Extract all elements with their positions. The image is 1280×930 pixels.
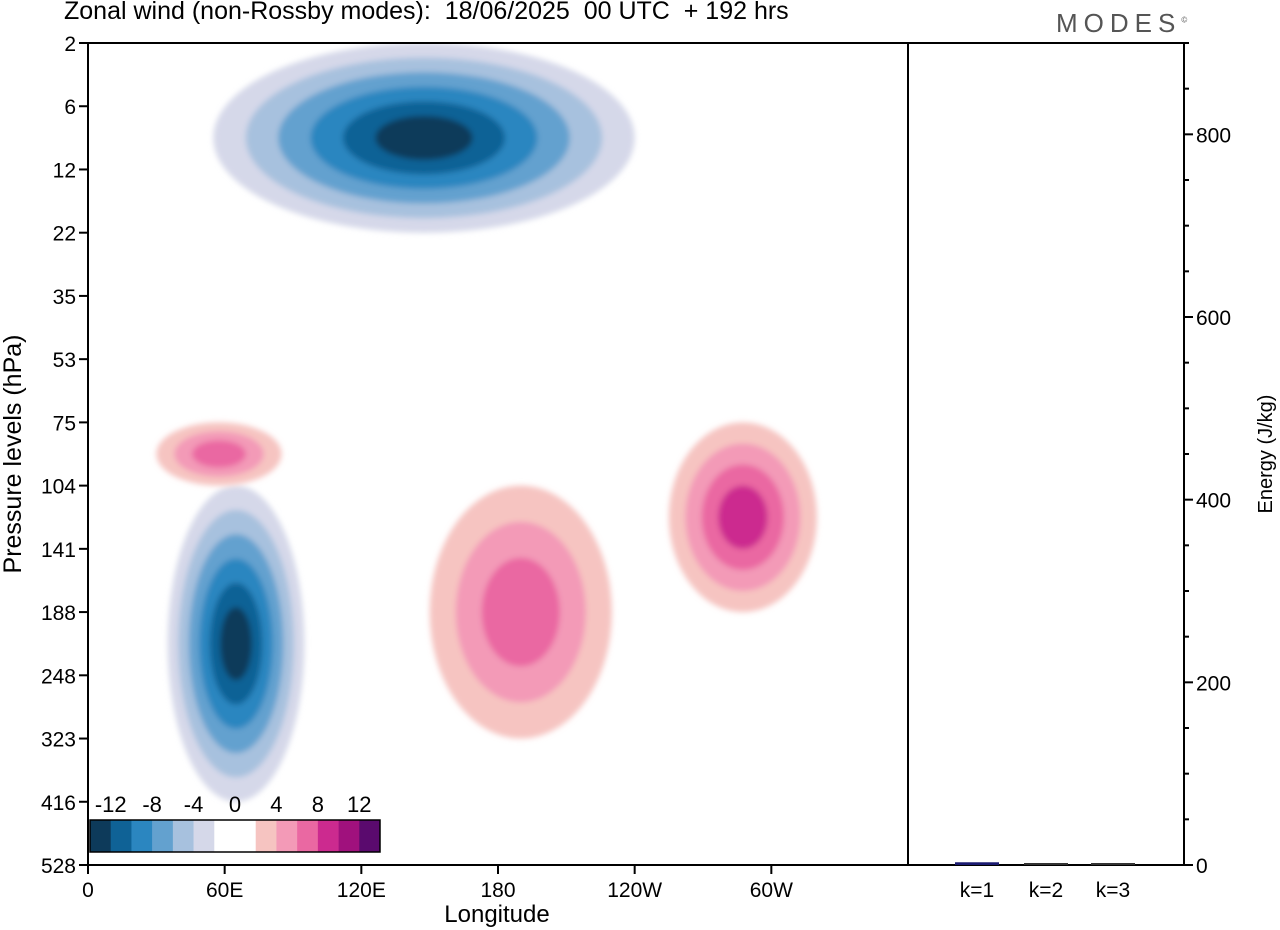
colorbar-swatch	[152, 820, 174, 852]
y-tick-label: 6	[64, 96, 76, 119]
energy-panel: 0 200 400 600 800 k=1 k=2 k=3	[955, 42, 1231, 902]
colorbar-swatch	[297, 820, 319, 852]
colorbar-swatch	[359, 820, 381, 852]
colorbar-swatch	[235, 820, 257, 852]
y-tick-label: 248	[41, 665, 76, 688]
y-axis-left: 2 6 12 22 35 53 75 104 141 188 248 323 416 528	[41, 33, 88, 878]
colorbar-label: -4	[184, 792, 204, 817]
logo-text: MODES	[1056, 8, 1182, 38]
colorbar-swatch	[276, 820, 298, 852]
westerly-wind-region	[156, 422, 282, 486]
wind-contour	[718, 485, 768, 549]
colorbar-frame	[89, 819, 381, 853]
colorbar-swatch	[172, 820, 194, 852]
colorbar-swatch	[317, 820, 339, 852]
y-tick-label: 188	[41, 602, 76, 625]
chart-title: Zonal wind (non-Rossby modes): 18/06/202…	[64, 0, 789, 25]
x-axis: 0 60E 120E 180 120W 60W	[82, 865, 793, 902]
y-tick-label: 22	[53, 223, 76, 246]
colorbar-swatch	[255, 820, 277, 852]
y-axis-label: Pressure levels (hPa)	[0, 335, 27, 574]
wind-field	[156, 43, 817, 802]
modes-logo: MODES©	[1056, 8, 1187, 39]
x-tick-label: 60W	[750, 879, 793, 902]
x-tick-label: 120W	[607, 879, 662, 902]
y-tick-label: 2	[64, 33, 76, 56]
easterly-wind-region	[167, 485, 305, 802]
colorbar-swatch	[193, 820, 215, 852]
wind-contour	[220, 607, 252, 681]
logo-mark: ©	[1181, 15, 1188, 25]
westerly-wind-region	[429, 485, 612, 739]
energy-axis-label: Energy (J/kg)	[1255, 395, 1277, 514]
wind-contour	[192, 440, 246, 468]
colorbar: -12 -8 -4 0 4 8 12	[89, 792, 381, 853]
easterly-wind-region	[213, 43, 635, 233]
energy-tick-label: 200	[1196, 672, 1231, 695]
x-tick-label: 180	[480, 879, 515, 902]
y-tick-label: 416	[41, 792, 76, 815]
colorbar-label: 4	[270, 792, 282, 817]
energy-category-label: k=2	[1029, 879, 1063, 902]
y-tick-label: 53	[53, 349, 76, 372]
westerly-wind-region	[668, 422, 817, 613]
x-tick-label: 120E	[337, 879, 386, 902]
x-tick-label: 0	[82, 879, 94, 902]
colorbar-swatch	[214, 820, 236, 852]
y-tick-label: 12	[53, 159, 76, 182]
y-tick-label: 104	[41, 476, 76, 499]
energy-tick-label: 400	[1196, 490, 1231, 513]
y-tick-label: 141	[41, 539, 76, 562]
energy-bar	[955, 862, 999, 865]
y-tick-label: 35	[53, 286, 76, 309]
wind-contour	[481, 557, 560, 667]
colorbar-swatch	[131, 820, 153, 852]
energy-bar	[1024, 863, 1068, 865]
energy-category-label: k=3	[1096, 879, 1130, 902]
colorbar-label: 8	[312, 792, 324, 817]
y-tick-label: 323	[41, 729, 76, 752]
x-axis-label: Longitude	[444, 901, 549, 928]
y-tick-label: 75	[53, 412, 76, 435]
colorbar-label: 12	[347, 792, 371, 817]
colorbar-swatch	[110, 820, 132, 852]
colorbar-label: -12	[95, 792, 127, 817]
energy-tick-label: 600	[1196, 307, 1231, 330]
colorbar-label: -8	[142, 792, 162, 817]
colorbar-label: 0	[229, 792, 241, 817]
y-tick-label: 528	[41, 855, 76, 878]
x-tick-label: 60E	[206, 879, 243, 902]
energy-bar	[1091, 863, 1135, 865]
energy-tick-label: 800	[1196, 124, 1231, 147]
energy-category-label: k=1	[960, 879, 994, 902]
colorbar-swatch	[90, 820, 112, 852]
energy-tick-label: 0	[1196, 855, 1208, 878]
wind-contour	[375, 115, 473, 160]
colorbar-swatch	[338, 820, 360, 852]
